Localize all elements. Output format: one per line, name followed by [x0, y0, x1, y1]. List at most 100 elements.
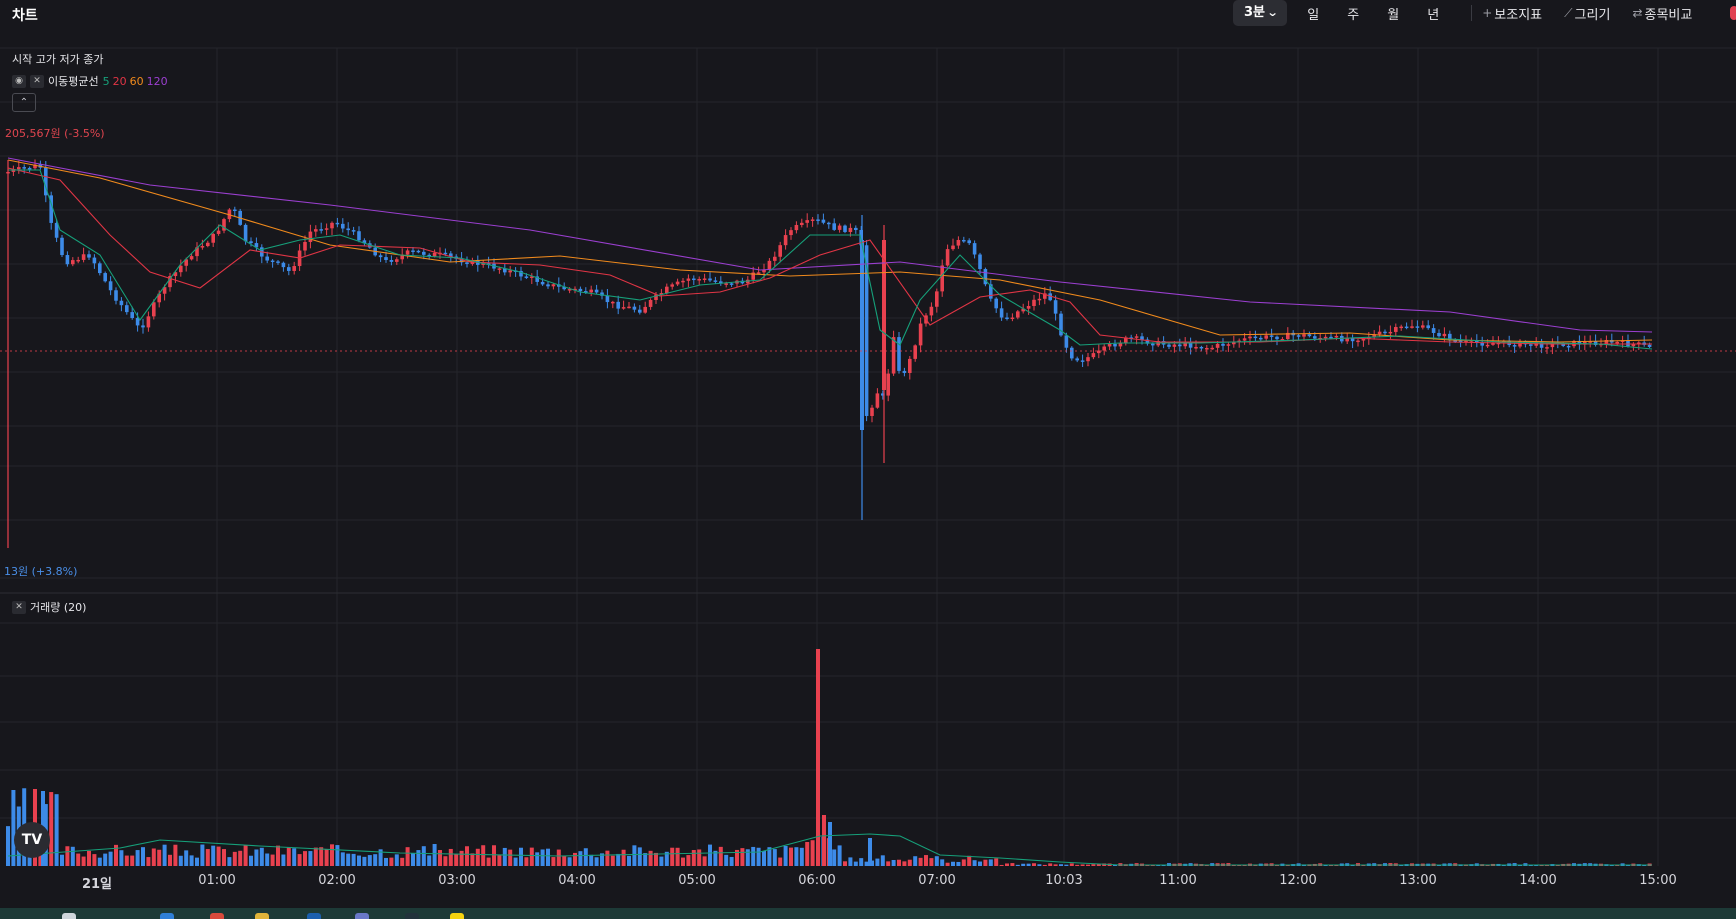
- volume-bar: [189, 855, 194, 866]
- volume-bar: [697, 849, 702, 866]
- taskbar-app-icon[interactable]: [355, 913, 369, 919]
- candle-body: [427, 254, 431, 257]
- timeframe-dropdown[interactable]: 3분 ⌄: [1233, 0, 1288, 26]
- volume-bar: [745, 849, 750, 866]
- volume-bar: [502, 847, 507, 866]
- volume-bar: [573, 852, 577, 866]
- volume-bar: [583, 848, 588, 866]
- timeframe-day-button[interactable]: 일: [1307, 7, 1320, 23]
- volume-bar: [373, 854, 378, 866]
- candle-body: [1647, 344, 1652, 347]
- candle-body: [1296, 335, 1301, 337]
- taskbar-app-icon[interactable]: [160, 913, 174, 919]
- volume-bar: [324, 849, 329, 866]
- time-tick: 14:00: [1519, 873, 1557, 888]
- volume-bar: [11, 789, 16, 866]
- toolbar-divider: [1471, 5, 1473, 21]
- volume-bar: [783, 845, 788, 866]
- compare-button[interactable]: ⇄ 종목비교: [1632, 4, 1692, 23]
- candle-body: [1253, 336, 1258, 339]
- candle-body: [648, 299, 653, 307]
- candle-body: [918, 323, 923, 346]
- volume-bar: [724, 854, 729, 866]
- candle-body: [702, 278, 707, 280]
- candle-body: [87, 254, 91, 258]
- volume-bar: [610, 855, 615, 866]
- candle-body: [810, 219, 815, 221]
- candle-body: [389, 259, 394, 262]
- candle-body: [1118, 343, 1123, 347]
- taskbar-app-icon[interactable]: [210, 913, 224, 919]
- candle-body: [351, 230, 356, 232]
- volume-bar: [691, 850, 696, 866]
- eye-hidden-icon[interactable]: ◉: [12, 74, 26, 88]
- volume-bar: [945, 862, 950, 866]
- volume-bar: [421, 846, 426, 866]
- volume-bar: [767, 847, 772, 866]
- candle-body: [1134, 336, 1139, 338]
- candle-body: [157, 293, 161, 303]
- candle-body: [1345, 338, 1349, 342]
- candle-body: [54, 222, 59, 238]
- timeframe-week-button[interactable]: 주: [1347, 7, 1360, 23]
- candle-body: [1637, 342, 1641, 345]
- candle-body: [1269, 335, 1274, 337]
- candle-body: [1458, 340, 1463, 343]
- volume-bar: [394, 854, 399, 866]
- volume-bar: [97, 857, 102, 866]
- candle-body: [859, 230, 863, 246]
- volume-bar: [303, 851, 307, 866]
- tradingview-logo[interactable]: TV: [14, 822, 50, 858]
- candle-body: [81, 254, 86, 260]
- collapse-legend-button[interactable]: ⌃: [12, 93, 36, 112]
- candle-body: [1426, 325, 1430, 329]
- candle-body: [1577, 340, 1582, 345]
- taskbar-search-icon[interactable]: [62, 913, 76, 919]
- volume-bar: [519, 847, 523, 866]
- volume-bar: [918, 857, 923, 866]
- candle-body: [1394, 327, 1398, 332]
- volume-bar: [778, 857, 783, 866]
- candle-body: [449, 253, 453, 257]
- taskbar-app-icon[interactable]: [255, 913, 269, 919]
- candle-body: [1404, 326, 1409, 329]
- candle-body: [1415, 326, 1420, 328]
- close-icon[interactable]: ✕: [12, 600, 26, 614]
- time-tick: 21일: [81, 877, 113, 892]
- volume-bar: [367, 855, 372, 866]
- timeframe-month-button[interactable]: 월: [1387, 7, 1400, 23]
- volume-bar: [529, 847, 534, 866]
- candle-body: [1053, 300, 1058, 314]
- candle-body: [1453, 340, 1457, 343]
- candle-body: [1221, 343, 1225, 346]
- candle-body: [1091, 353, 1096, 358]
- candle-body: [951, 245, 955, 250]
- chevron-down-icon: ⌄: [1266, 6, 1279, 19]
- candle-body: [1383, 331, 1387, 334]
- close-icon[interactable]: ✕: [30, 74, 44, 88]
- time-tick: 05:00: [678, 873, 716, 888]
- candle-body: [611, 301, 615, 304]
- time-tick: 11:00: [1159, 873, 1197, 888]
- indicators-button[interactable]: + 보조지표: [1482, 4, 1542, 23]
- draw-button[interactable]: ⟋ 그리기: [1564, 4, 1610, 23]
- volume-bar: [1075, 864, 1080, 866]
- volume-bar: [400, 857, 405, 866]
- volume-bar: [313, 847, 318, 866]
- taskbar-app-icon[interactable]: [450, 913, 464, 919]
- ma-period-60: 60: [129, 74, 144, 88]
- candle-body: [767, 260, 772, 270]
- taskbar-app-icon[interactable]: [307, 913, 321, 919]
- candle-body: [503, 268, 507, 273]
- volume-bar: [875, 858, 880, 866]
- timeframe-year-button[interactable]: 년: [1427, 7, 1440, 23]
- candle-body: [567, 289, 572, 291]
- candle-body: [71, 260, 75, 265]
- taskbar-app-icon[interactable]: [405, 913, 419, 919]
- candle-body: [508, 270, 512, 273]
- candle-body: [913, 345, 917, 359]
- candle-body: [1626, 340, 1630, 347]
- volume-bar: [562, 856, 567, 866]
- candle-body: [945, 249, 950, 266]
